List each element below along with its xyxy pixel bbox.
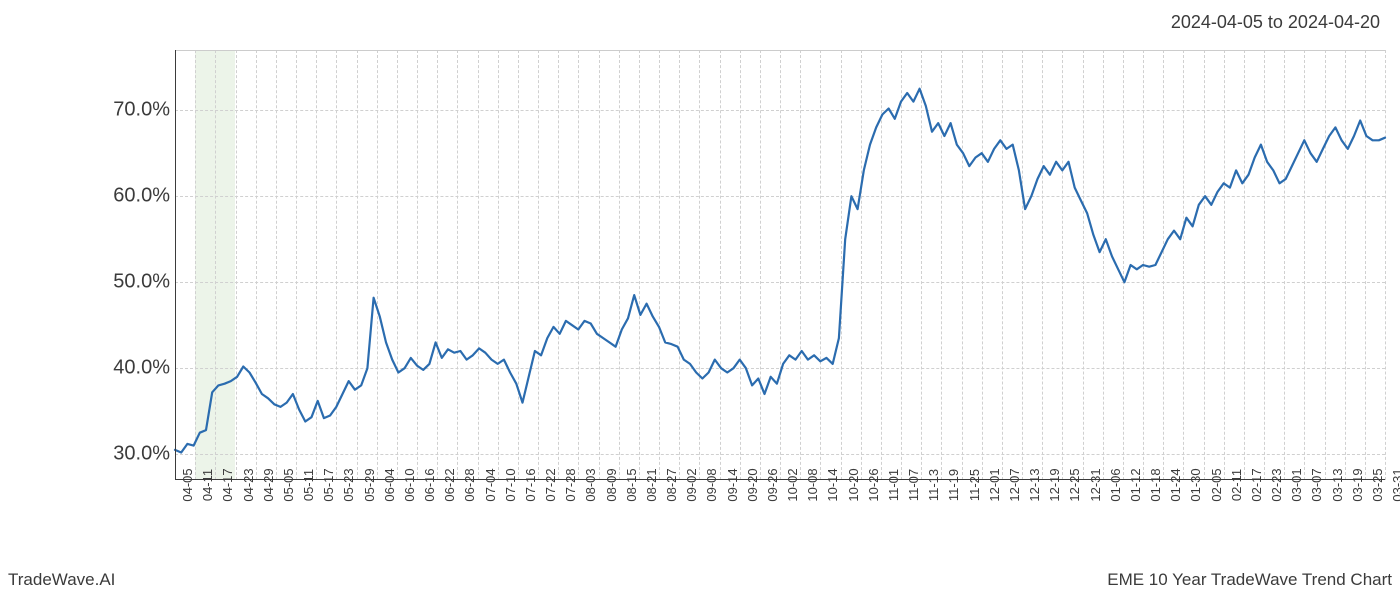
- x-tick-label: 10-14: [825, 468, 840, 501]
- x-tick-label: 03-01: [1289, 468, 1304, 501]
- x-tick-label: 08-03: [583, 468, 598, 501]
- x-tick-label: 07-22: [543, 468, 558, 501]
- x-tick-label: 03-19: [1350, 468, 1365, 501]
- x-tick-label: 05-05: [281, 468, 296, 501]
- x-tick-label: 11-07: [906, 469, 921, 501]
- x-tick-label: 11-19: [946, 469, 961, 501]
- x-tick-label: 03-25: [1370, 468, 1385, 501]
- x-tick-label: 12-01: [987, 468, 1002, 501]
- x-tick-label: 08-09: [604, 468, 619, 501]
- y-tick-label: 30.0%: [80, 443, 170, 466]
- x-tick-label: 06-22: [442, 468, 457, 501]
- x-tick-label: 12-25: [1067, 468, 1082, 501]
- x-tick-label: 06-16: [422, 468, 437, 501]
- plot-border-bottom: [175, 479, 1385, 480]
- x-tick-label: 12-13: [1027, 468, 1042, 501]
- x-tick-label: 08-21: [644, 468, 659, 501]
- x-tick-label: 09-02: [684, 468, 699, 501]
- x-tick-label: 07-10: [503, 468, 518, 501]
- x-tick-label: 01-30: [1188, 468, 1203, 501]
- x-tick-label: 04-11: [200, 469, 215, 501]
- x-tick-label: 06-04: [382, 468, 397, 501]
- footer-title: EME 10 Year TradeWave Trend Chart: [1107, 570, 1392, 590]
- x-tick-label: 04-23: [241, 468, 256, 501]
- x-tick-label: 05-11: [301, 469, 316, 501]
- x-tick-label: 01-12: [1128, 468, 1143, 501]
- footer-brand: TradeWave.AI: [8, 570, 115, 590]
- x-tick-label: 11-01: [886, 469, 901, 501]
- x-tick-label: 01-24: [1168, 468, 1183, 501]
- x-tick-label: 12-19: [1047, 468, 1062, 501]
- x-tick-label: 12-31: [1088, 468, 1103, 501]
- x-tick-label: 09-20: [745, 468, 760, 501]
- x-tick-label: 10-26: [866, 468, 881, 501]
- x-tick-label: 06-10: [402, 468, 417, 501]
- line-series: [175, 50, 1385, 480]
- x-tick-label: 12-07: [1007, 468, 1022, 501]
- chart-container: 2024-04-05 to 2024-04-20 30.0% 40.0% 50.0%…: [0, 0, 1400, 600]
- x-tick-label: 08-27: [664, 468, 679, 501]
- grid-line-v: [1385, 50, 1386, 480]
- x-tick-label: 11-25: [967, 469, 982, 501]
- x-tick-label: 10-08: [805, 468, 820, 501]
- y-tick-label: 70.0%: [80, 99, 170, 122]
- x-tick-label: 02-11: [1229, 469, 1244, 501]
- date-range-label: 2024-04-05 to 2024-04-20: [1171, 12, 1380, 33]
- x-tick-label: 04-05: [180, 468, 195, 501]
- x-tick-label: 11-13: [926, 469, 941, 501]
- x-tick-label: 03-13: [1330, 468, 1345, 501]
- x-tick-label: 06-28: [462, 468, 477, 501]
- y-tick-label: 60.0%: [80, 185, 170, 208]
- x-tick-label: 07-04: [483, 468, 498, 501]
- x-tick-label: 05-17: [321, 468, 336, 501]
- x-tick-label: 02-23: [1269, 468, 1284, 501]
- x-tick-label: 03-31: [1390, 468, 1400, 501]
- x-tick-label: 03-07: [1309, 468, 1324, 501]
- x-tick-label: 10-02: [785, 468, 800, 501]
- x-tick-label: 08-15: [624, 468, 639, 501]
- x-tick-label: 01-18: [1148, 468, 1163, 501]
- x-tick-label: 07-16: [523, 468, 538, 501]
- y-tick-label: 50.0%: [80, 271, 170, 294]
- x-tick-label: 09-26: [765, 468, 780, 501]
- plot-border-left: [175, 50, 176, 480]
- plot-area: [175, 50, 1385, 480]
- plot-border-top: [175, 50, 1385, 51]
- y-tick-label: 40.0%: [80, 357, 170, 380]
- x-tick-label: 09-08: [704, 468, 719, 501]
- x-tick-label: 05-23: [341, 468, 356, 501]
- x-tick-label: 10-20: [846, 468, 861, 501]
- x-tick-label: 04-17: [220, 468, 235, 501]
- x-tick-label: 01-06: [1108, 468, 1123, 501]
- x-tick-label: 02-17: [1249, 468, 1264, 501]
- x-tick-label: 09-14: [725, 468, 740, 501]
- x-tick-label: 02-05: [1209, 468, 1224, 501]
- x-tick-label: 07-28: [563, 468, 578, 501]
- x-tick-label: 04-29: [261, 468, 276, 501]
- x-tick-label: 05-29: [362, 468, 377, 501]
